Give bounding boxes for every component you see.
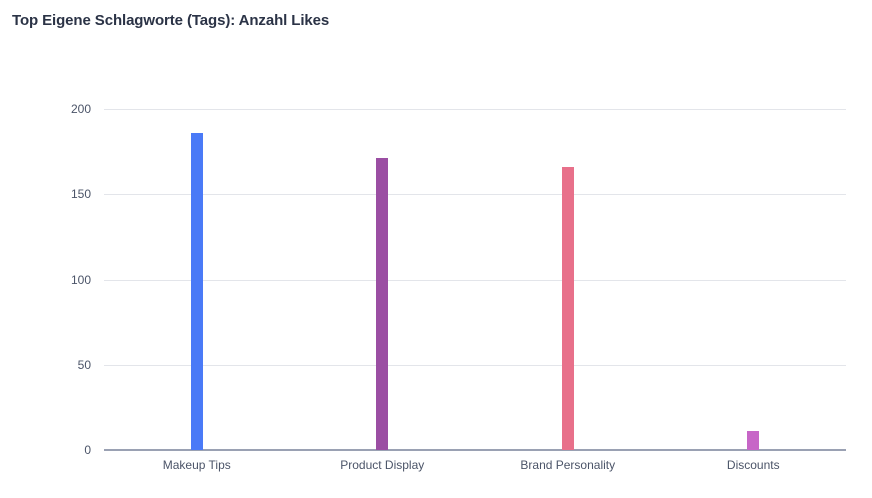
x-tick-label: Discounts <box>726 458 780 472</box>
bar-discounts[interactable] <box>747 431 760 450</box>
bar-brand-personality[interactable] <box>561 166 574 450</box>
x-axis-line <box>104 449 846 451</box>
x-tick-label: Makeup Tips <box>162 458 231 472</box>
gridline <box>104 194 846 196</box>
gridline <box>104 364 846 366</box>
x-tick-label: Product Display <box>340 458 425 472</box>
y-tick-label: 50 <box>77 357 91 372</box>
y-tick-label: 150 <box>70 187 91 202</box>
gridline <box>104 279 846 281</box>
y-tick-label: 0 <box>84 443 91 457</box>
chart-title: Top Eigene Schlagworte (Tags): Anzahl Li… <box>12 12 330 29</box>
bar-makeup-tips[interactable] <box>190 132 203 450</box>
plot-area <box>104 109 846 451</box>
gridline <box>104 109 846 110</box>
bar-product-display[interactable] <box>376 158 389 450</box>
x-tick-label: Brand Personality <box>520 458 616 472</box>
y-tick-label: 200 <box>70 102 91 116</box>
y-tick-label: 100 <box>70 272 91 287</box>
